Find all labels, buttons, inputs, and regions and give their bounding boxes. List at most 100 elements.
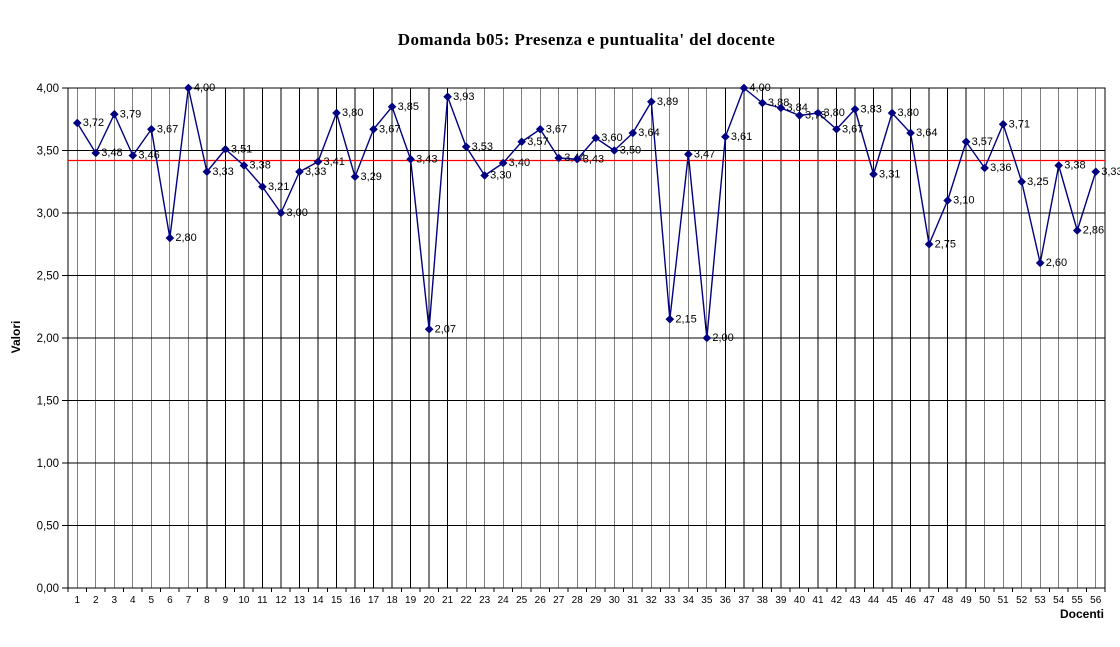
data-point-marker	[702, 333, 712, 343]
data-label: 2,80	[175, 232, 196, 244]
data-label: 3,64	[638, 127, 659, 139]
data-point-marker	[1091, 167, 1101, 177]
data-point-marker	[128, 151, 138, 160]
data-point-marker	[554, 153, 564, 163]
data-label: 3,67	[546, 123, 567, 135]
data-label: 3,67	[842, 123, 863, 135]
data-point-marker	[406, 154, 415, 164]
data-label: 3,51	[231, 143, 252, 155]
data-point-marker	[1054, 161, 1064, 170]
data-label: 3,57	[972, 136, 993, 148]
data-point-marker	[109, 109, 119, 119]
x-tick-label: 18	[387, 595, 399, 606]
data-label: 3,57	[527, 136, 548, 148]
x-tick-label: 49	[961, 595, 973, 606]
data-point-marker	[1017, 177, 1026, 187]
data-label: 3,47	[694, 148, 715, 160]
x-tick-label: 30	[609, 595, 621, 606]
x-tick-label: 32	[646, 595, 658, 606]
x-tick-label: 17	[368, 595, 380, 606]
data-label: 3,25	[1027, 176, 1048, 188]
x-tick-label: 6	[167, 595, 173, 606]
data-label: 3,53	[472, 141, 493, 153]
x-tick-label: 10	[238, 595, 250, 606]
data-label: 4,00	[749, 82, 770, 94]
x-tick-label: 43	[849, 595, 861, 606]
data-label: 3,89	[657, 96, 678, 108]
x-tick-label: 29	[590, 595, 602, 606]
data-point-marker	[906, 128, 915, 138]
data-label: 3,80	[898, 107, 919, 119]
data-point-marker	[1072, 226, 1082, 235]
data-label: 2,75	[935, 238, 956, 250]
data-point-marker	[221, 144, 230, 154]
data-point-marker	[350, 172, 360, 182]
series-line	[76, 87, 1097, 339]
data-point-marker	[313, 157, 323, 167]
data-label: 3,36	[990, 162, 1011, 174]
y-tick-label: 3,00	[37, 208, 59, 220]
data-point-marker	[665, 314, 675, 324]
data-point-marker	[517, 137, 526, 147]
data-label: 3,72	[83, 117, 104, 129]
data-label: 3,31	[879, 168, 900, 180]
data-point-marker	[276, 208, 286, 218]
data-point-marker	[887, 108, 897, 118]
data-point-marker	[239, 161, 249, 170]
y-tick-label: 4,00	[37, 83, 59, 95]
data-label: 3,38	[249, 160, 270, 172]
y-tick-label: 1,50	[37, 396, 59, 408]
data-label: 3,00	[286, 207, 307, 219]
x-tick-label: 26	[535, 595, 547, 606]
data-label: 3,33	[1101, 166, 1120, 178]
x-tick-label: 35	[701, 595, 713, 606]
y-tick-label: 0,00	[37, 583, 59, 595]
x-tick-label: 13	[294, 595, 306, 606]
data-label: 3,46	[138, 150, 159, 162]
data-point-marker	[369, 124, 378, 134]
data-label: 2,60	[1046, 257, 1067, 269]
x-tick-label: 14	[312, 595, 324, 606]
data-point-marker	[647, 97, 656, 107]
x-tick-label: 46	[905, 595, 917, 606]
data-point-marker	[295, 167, 304, 177]
x-tick-label: 22	[461, 595, 473, 606]
x-tick-label: 36	[720, 595, 732, 606]
x-tick-label: 50	[979, 595, 991, 606]
x-tick-label: 23	[479, 595, 491, 606]
data-point-marker	[91, 148, 101, 158]
data-point-marker	[535, 124, 545, 134]
data-label: 3,85	[398, 101, 419, 113]
data-point-marker	[258, 182, 267, 192]
data-label: 3,21	[268, 181, 289, 193]
data-point-marker	[184, 83, 193, 93]
data-point-marker	[572, 154, 582, 164]
data-label: 3,67	[157, 123, 178, 135]
data-point-marker	[387, 102, 397, 112]
data-label: 3,43	[416, 153, 437, 165]
data-label: 3,10	[953, 195, 974, 207]
x-tick-label: 40	[794, 595, 806, 606]
data-point-marker	[628, 128, 638, 138]
x-tick-label: 24	[498, 595, 510, 606]
x-tick-label: 53	[1035, 595, 1047, 606]
x-axis-title: Docenti	[1059, 607, 1104, 621]
data-point-marker	[813, 108, 823, 118]
x-tick-label: 51	[998, 595, 1010, 606]
data-point-marker	[739, 83, 749, 93]
data-point-marker	[461, 142, 471, 152]
y-tick-label: 1,00	[37, 458, 59, 470]
data-label: 3,38	[1064, 160, 1085, 172]
data-label: 3,84	[786, 102, 807, 114]
data-point-marker	[758, 98, 767, 108]
x-tick-label: 34	[683, 595, 695, 606]
data-point-marker	[480, 171, 489, 180]
chart-title: Domanda b05: Presenza e puntualita' del …	[397, 30, 776, 49]
data-point-marker	[165, 233, 175, 243]
data-point-marker	[609, 146, 619, 155]
data-label: 3,83	[861, 103, 882, 115]
data-point-marker	[832, 124, 841, 134]
x-tick-label: 27	[553, 595, 565, 606]
x-tick-label: 21	[442, 595, 454, 606]
x-tick-label: 25	[516, 595, 528, 606]
